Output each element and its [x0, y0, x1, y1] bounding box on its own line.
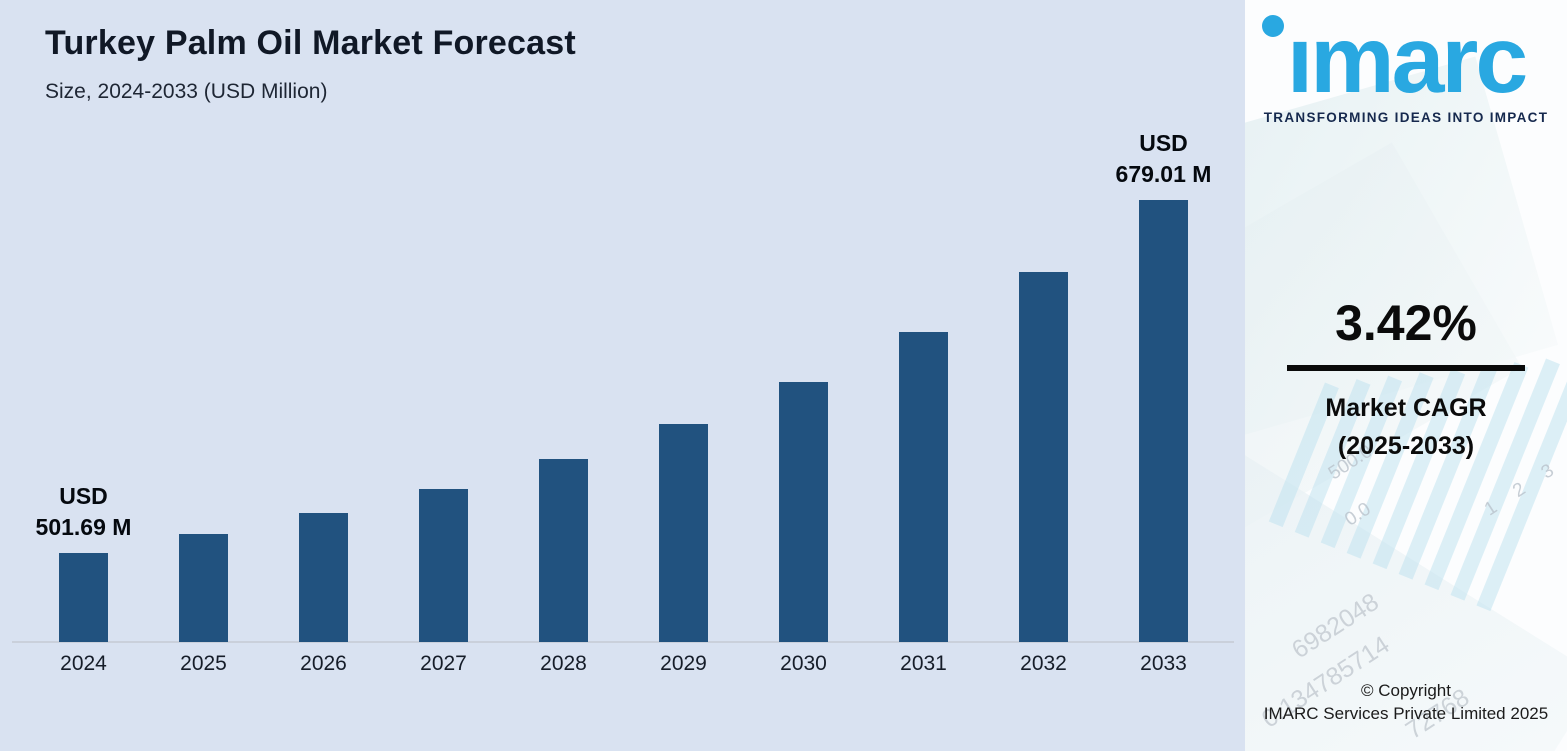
copyright-line1: © Copyright	[1360, 681, 1451, 700]
bar-plot: 2024 2025 2026 2027 2028 2029 2030 2031 2032 2033…	[12, 130, 1234, 675]
x-axis-line	[12, 641, 1234, 643]
imarc-logo-dot-icon	[1262, 15, 1284, 37]
bar-2026	[299, 513, 348, 642]
chart-subtitle: Size, 2024-2033 (USD Million)	[45, 80, 328, 103]
x-tick-2028: 2028	[540, 652, 587, 675]
cagr-block: 3.42% Market CAGR (2025-2033)	[1245, 294, 1567, 465]
watermark-number: 0.0	[1341, 498, 1375, 531]
bar-2027	[419, 489, 468, 642]
bar-2028	[539, 459, 588, 642]
bar-2030	[779, 382, 828, 642]
imarc-logo-text: ımarc	[1286, 7, 1529, 113]
copyright: © Copyright IMARC Services Private Limit…	[1245, 679, 1567, 725]
imarc-logo: ımarc TRANSFORMING IDEAS INTO IMPACT	[1245, 0, 1567, 125]
copyright-line2: IMARC Services Private Limited 2025	[1263, 704, 1549, 723]
chart-section: Turkey Palm Oil Market Forecast Size, 20…	[0, 0, 1245, 751]
watermark-number: 6982048	[1286, 587, 1384, 665]
bar-2024	[59, 553, 108, 642]
cagr-divider	[1287, 365, 1525, 371]
bar-2031	[899, 332, 948, 642]
cagr-label: Market CAGR	[1325, 394, 1487, 422]
chart-title: Turkey Palm Oil Market Forecast	[45, 24, 576, 62]
x-tick-2024: 2024	[60, 652, 107, 675]
value-label-2033: USD 679.01 M	[1115, 130, 1212, 187]
x-tick-2031: 2031	[900, 652, 947, 675]
bar-2025	[179, 534, 228, 642]
value-label-2024: USD 501.69 M	[35, 483, 132, 540]
x-tick-2030: 2030	[780, 652, 827, 675]
x-tick-2033: 2033	[1140, 652, 1187, 675]
x-tick-2032: 2032	[1020, 652, 1067, 675]
x-tick-2025: 2025	[180, 652, 227, 675]
x-tick-2027: 2027	[420, 652, 467, 675]
bar-2033	[1139, 200, 1188, 642]
bar-2029	[659, 424, 708, 642]
cagr-value: 3.42%	[1335, 295, 1477, 351]
bar-2032	[1019, 272, 1068, 642]
imarc-logo-tagline: TRANSFORMING IDEAS INTO IMPACT	[1263, 110, 1549, 126]
x-tick-2029: 2029	[660, 652, 707, 675]
brand-panel: 500.0 0.0 1 2 3 4 6982048 0.134785714 72…	[1245, 0, 1567, 751]
cagr-period: (2025-2033)	[1337, 432, 1475, 460]
x-tick-2026: 2026	[300, 652, 347, 675]
